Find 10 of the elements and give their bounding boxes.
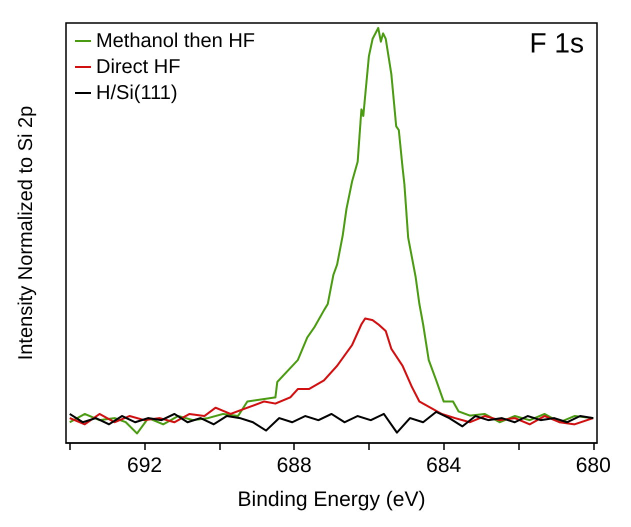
- legend-label: H/Si(111): [96, 82, 178, 104]
- x-tick-label: 692: [127, 454, 162, 477]
- chart-title: F 1s: [530, 28, 584, 58]
- x-axis-title: Binding Energy (eV): [238, 488, 426, 511]
- legend-label: Direct HF: [96, 56, 180, 78]
- legend-label: Methanol then HF: [96, 30, 255, 52]
- x-tick-label: 680: [576, 454, 611, 477]
- y-axis-title: Intensity Normalized to Si 2p: [15, 106, 37, 360]
- x-tick-label: 684: [426, 454, 462, 477]
- x-tick-label: 688: [276, 454, 312, 477]
